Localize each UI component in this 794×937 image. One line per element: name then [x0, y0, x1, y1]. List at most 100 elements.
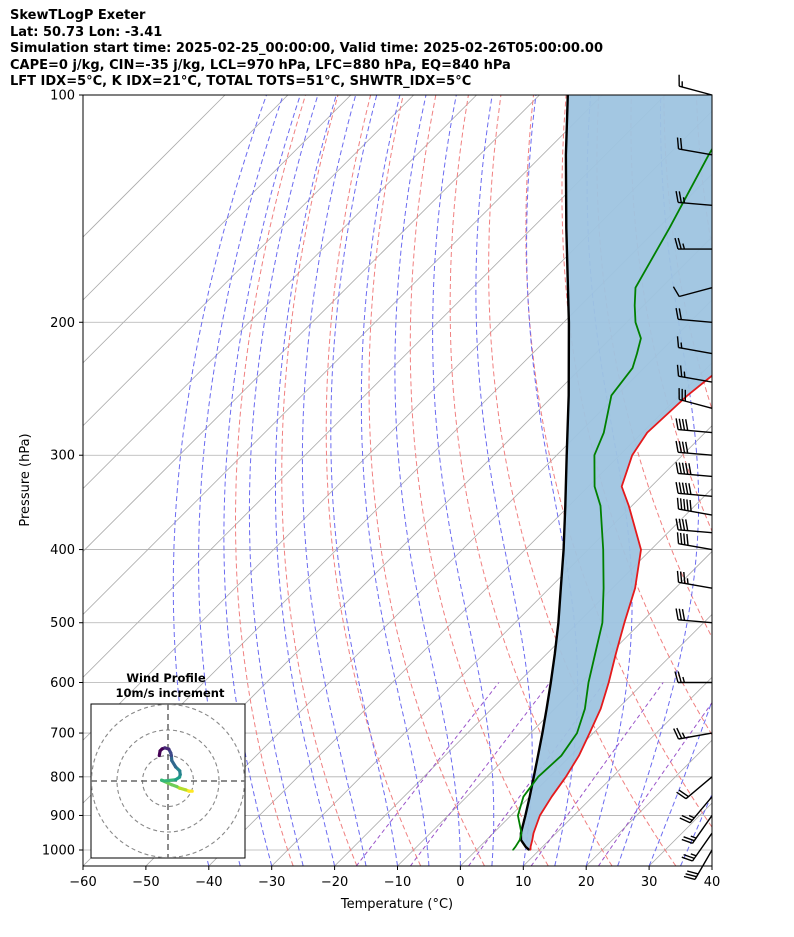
axes: −60 −50 −40 −30 −20 −10 0 10 20 30 40 100 200 300 400 5… [42, 89, 720, 891]
temperature-line-point [530, 846, 532, 848]
barb-staff [678, 508, 713, 516]
barb-feather [679, 532, 683, 545]
temperature-line-point [739, 353, 740, 354]
hodograph-title: Wind Profile [126, 671, 206, 685]
barb-staff [678, 148, 713, 156]
isotherm-line [523, 676, 712, 866]
barb-feather [678, 482, 682, 494]
moist-adiabat [223, 95, 301, 866]
wind-barb [676, 336, 713, 355]
wind-barb [673, 727, 713, 740]
isotherm-line [711, 865, 712, 866]
moist-adiabat [360, 95, 430, 866]
barb-feather [683, 498, 686, 511]
dewpoint-line-point [601, 622, 604, 624]
dewpoint-line-point [560, 755, 562, 757]
barb-staff [679, 85, 713, 96]
wind-barb [676, 497, 713, 516]
parcel-line-point [550, 681, 552, 684]
parcel-line-point [565, 154, 567, 156]
moist-adiabat [711, 864, 712, 866]
barb-feather [681, 441, 686, 453]
barb-staff [685, 776, 713, 800]
hodograph-subtitle: 10m/s increment [116, 686, 225, 700]
moist-adiabat [301, 95, 367, 866]
y-axis-label: Pressure (hPa) [18, 433, 33, 526]
moist-adiabat [617, 95, 700, 866]
hodograph-segment [157, 749, 162, 758]
barb-feather [679, 498, 683, 510]
wind-barb [675, 418, 713, 434]
profile-layer [512, 95, 740, 851]
moist-adiabat [432, 95, 495, 866]
y-tick-label: 900 [50, 809, 75, 824]
x-tick-label: 10 [515, 875, 532, 890]
barb-feather [677, 237, 682, 250]
x-tick-label: −40 [195, 875, 222, 890]
barb-feather [685, 482, 689, 495]
isotherm-line [460, 613, 712, 866]
parcel-line-point [541, 732, 544, 734]
moist-adiabat [648, 699, 712, 866]
parcel-line-point [563, 549, 565, 551]
barb-staff [678, 472, 713, 478]
time-line: Simulation start time: 2025-02-25_00:00:… [10, 41, 603, 57]
barb-staff [678, 619, 713, 624]
barb-half-feather [683, 371, 686, 378]
parcel-line-point [564, 505, 566, 507]
x-tick-label: −20 [321, 875, 348, 890]
wind-barbs [672, 74, 713, 881]
barb-feather [679, 365, 683, 377]
barb-feather [676, 364, 680, 377]
barb-staff [679, 287, 713, 298]
parcel-line-point [566, 454, 568, 456]
barb-feather [681, 838, 693, 844]
isotherm-line [83, 95, 666, 678]
barb-feather [681, 608, 686, 621]
x-tick-label: −50 [132, 875, 159, 890]
barb-feather [685, 519, 689, 531]
barb-feather [681, 814, 693, 821]
dewpoint-line-point [512, 849, 514, 851]
dewpoint-line-point [634, 304, 636, 307]
location-line: Lat: 50.73 Lon: -3.41 [10, 24, 163, 40]
dry-adiabat [663, 95, 712, 411]
moist-adiabat [198, 95, 284, 866]
dewpoint-line-point [514, 846, 517, 848]
y-tick-label: 500 [50, 616, 75, 631]
temperature-line-point [539, 814, 541, 817]
dewpoint-line-point [576, 732, 578, 734]
barb-feather [681, 462, 686, 475]
mixing-ratio-line [409, 682, 551, 866]
barb-feather [685, 419, 689, 431]
parcel-line-point [524, 814, 527, 817]
x-tick-label: 40 [704, 875, 721, 890]
chart-title-block: SkewTLogP Exeter Lat: 50.73 Lon: -3.41 S… [10, 8, 790, 91]
temperature-line-point [532, 832, 535, 834]
temperature-line-point [634, 587, 636, 589]
barb-staff [678, 732, 713, 740]
indices-line-1: CAPE=0 j/kg, CIN=-35 j/kg, LCL=970 hPa, … [10, 57, 511, 73]
parcel-line [519, 95, 571, 851]
parcel-line-point [537, 755, 539, 757]
barb-feather [679, 571, 683, 583]
barb-feather [683, 853, 695, 860]
barb-feather [674, 671, 679, 683]
barb-half-feather [688, 814, 695, 819]
dewpoint-line-point [517, 814, 519, 817]
isotherm-line [83, 95, 352, 364]
barb-staff [689, 796, 713, 824]
dry-adiabat [449, 95, 613, 866]
barb-feather [676, 336, 680, 348]
barb-feather [678, 518, 682, 531]
barb-staff [678, 581, 713, 589]
temperature-line-point [615, 653, 617, 655]
barb-feather [688, 463, 692, 475]
wind-barb [674, 237, 713, 250]
y-tick-label: 100 [50, 89, 75, 104]
barb-feather [672, 286, 680, 297]
isotherm-line [83, 95, 603, 615]
isotherm-line [83, 95, 540, 553]
wind-barb [676, 364, 713, 383]
barb-feather [678, 418, 682, 431]
